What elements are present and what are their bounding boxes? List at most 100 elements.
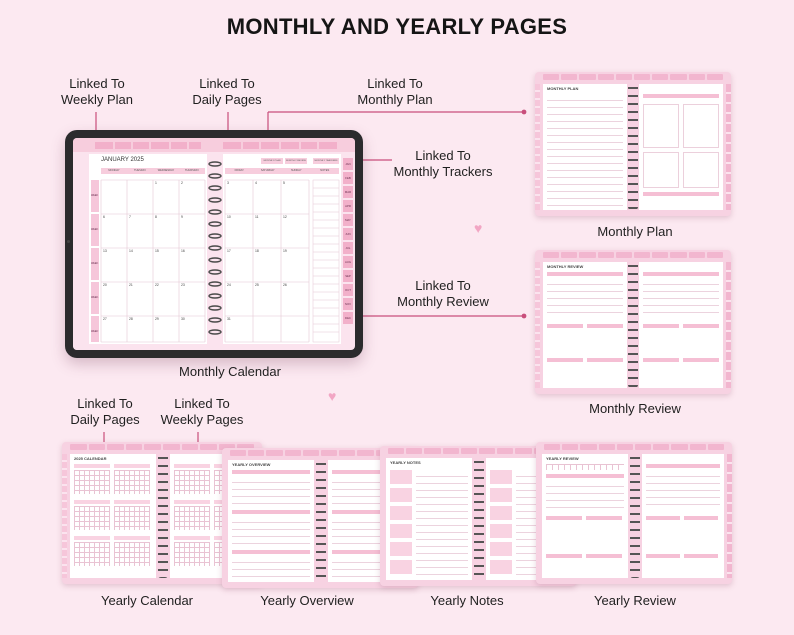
month-tab: MAR <box>344 190 352 194</box>
thumb-monthly-review[interactable]: MONTHLY REVIEW <box>535 250 731 394</box>
caption-yearly-notes: Yearly Notes <box>430 593 504 608</box>
spiral-binding <box>316 460 326 582</box>
weekday-label: MONDAY <box>108 169 120 172</box>
spiral-binding <box>628 84 638 210</box>
heart-icon: ♥ <box>328 388 337 404</box>
day-number: 10 <box>227 215 231 219</box>
page-title: MONTHLY AND YEARLY PAGES <box>226 14 568 39</box>
day-number: 25 <box>255 283 259 287</box>
day-number: 13 <box>103 249 107 253</box>
week-label: WEEK 4 <box>91 296 99 299</box>
day-number: 31 <box>227 317 231 321</box>
weekday-label: WEDNESDAY <box>157 169 175 172</box>
day-number: 21 <box>129 283 133 287</box>
day-number: 18 <box>255 249 259 253</box>
month-tab: MAY <box>345 218 351 222</box>
caption-monthly-plan: Monthly Plan <box>597 224 673 239</box>
day-number: 16 <box>181 249 185 253</box>
weekday-label: TUESDAY <box>133 169 147 172</box>
tablet-camera <box>67 240 70 243</box>
week-label: WEEK 5 <box>91 330 99 333</box>
callout-weekly-plan: Linked To Weekly Plan <box>60 76 133 107</box>
callout-monthly-trackers: Linked To Monthly Trackers <box>393 148 493 179</box>
top-link-button: MONTHLY REVIEW <box>286 160 306 162</box>
tab-strip <box>543 74 724 80</box>
week-labels: WEEK 1 WEEK 2 WEEK 3 WEEK 4 WEEK 5 <box>91 180 99 342</box>
day-number: 11 <box>255 215 259 219</box>
weekday-label: FRIDAY <box>234 169 244 172</box>
day-number: 19 <box>283 249 287 253</box>
day-number: 26 <box>283 283 287 287</box>
caption-yearly-calendar: Yearly Calendar <box>100 593 194 608</box>
day-number: 24 <box>227 283 231 287</box>
callout-monthly-plan: Linked To Monthly Plan <box>357 76 433 107</box>
day-number: 3 <box>227 181 229 185</box>
week-label: WEEK 3 <box>91 262 99 265</box>
week-label: WEEK 2 <box>91 228 99 231</box>
day-number: 17 <box>227 249 231 253</box>
month-tab: AUG <box>344 260 352 264</box>
top-link-button: MONTHLY TRACKERS <box>314 160 338 162</box>
callout-daily-pages-bottom: Linked To Daily Pages <box>70 396 140 427</box>
calendar-month-title: JANUARY 2025 <box>101 157 144 163</box>
caption-monthly-review: Monthly Review <box>589 401 681 416</box>
weekday-label: SUNDAY <box>290 169 302 172</box>
top-link-buttons: MONTHLY PLAN MONTHLY REVIEW MONTHLY TRACKE… <box>261 158 339 164</box>
heart-icon: ♥ <box>474 220 483 236</box>
month-tab: JAN <box>345 162 351 166</box>
day-number: 9 <box>181 215 183 219</box>
thumb-title: YEARLY REVIEW <box>546 456 579 461</box>
callout-monthly-review: Linked To Monthly Review <box>397 278 489 309</box>
day-number: 1 <box>155 181 157 185</box>
weekday-label: NOTES <box>320 169 330 172</box>
weekday-header-right: FRIDAY SATURDAY SUNDAY NOTES <box>225 168 339 174</box>
week-label: WEEK 1 <box>91 194 99 197</box>
weekday-header-left: MONDAY TUESDAY WEDNESDAY THURSDAY <box>101 168 205 174</box>
day-number: 15 <box>155 249 159 253</box>
caption-monthly-calendar: Monthly Calendar <box>179 364 281 379</box>
tablet-screen[interactable]: JANUARY 2025 MONDAY TUESDAY WEDNESDAY THURS… <box>73 138 355 350</box>
month-tab: SEP <box>345 274 351 278</box>
day-number: 28 <box>129 317 133 321</box>
day-number: 29 <box>155 317 159 321</box>
spiral-binding <box>630 454 640 578</box>
day-number: 22 <box>155 283 159 287</box>
month-tab: JUN <box>345 232 351 236</box>
month-tab: OCT <box>345 288 351 292</box>
spiral-binding <box>158 454 168 578</box>
month-tab: FEB <box>345 176 351 180</box>
day-number: 8 <box>155 215 157 219</box>
tablet-monthly-calendar: JANUARY 2025 MONDAY TUESDAY WEDNESDAY THURS… <box>65 130 363 358</box>
day-number: 6 <box>103 215 105 219</box>
weekday-label: SATURDAY <box>260 169 275 172</box>
day-number: 27 <box>103 317 107 321</box>
month-tab: DEC <box>345 316 351 320</box>
monthly-calendar-page <box>73 138 355 350</box>
callout-daily-pages-top: Linked To Daily Pages <box>192 76 262 107</box>
spiral-binding <box>628 262 638 388</box>
month-tab: NOV <box>344 302 352 306</box>
side-month-tabs: JAN FEB MAR APR MAY JUN JUL AUG SEP OCT NOV DEC <box>343 158 353 326</box>
thumb-yearly-review[interactable]: YEARLY REVIEW <box>536 442 732 584</box>
thumb-title: YEARLY OVERVIEW <box>232 462 271 467</box>
month-tab: JUL <box>345 246 351 250</box>
day-number: 2 <box>181 181 183 185</box>
day-number: 5 <box>283 181 285 185</box>
top-link-button: MONTHLY PLAN <box>263 160 281 162</box>
caption-yearly-overview: Yearly Overview <box>260 593 354 608</box>
day-numbers: 1 2 3 4 5 6 7 8 9 10 11 12 13 14 15 16 17 18 19 20 21 22 23 24 2… <box>73 138 355 350</box>
month-tab: APR <box>345 204 351 208</box>
thumb-monthly-plan[interactable]: MONTHLY PLAN <box>535 72 731 216</box>
day-number: 23 <box>181 283 185 287</box>
thumb-title: MONTHLY PLAN <box>547 86 579 91</box>
day-number: 4 <box>255 181 257 185</box>
weekday-label: THURSDAY <box>184 169 200 172</box>
spiral-binding <box>474 458 484 580</box>
thumb-title: MONTHLY REVIEW <box>547 264 584 269</box>
day-number: 30 <box>181 317 185 321</box>
thumb-title: 2025 CALENDAR <box>74 456 107 461</box>
day-number: 20 <box>103 283 107 287</box>
thumb-title: YEARLY NOTES <box>390 460 421 465</box>
day-number: 12 <box>283 215 287 219</box>
callout-weekly-pages: Linked To Weekly Pages <box>160 396 244 427</box>
